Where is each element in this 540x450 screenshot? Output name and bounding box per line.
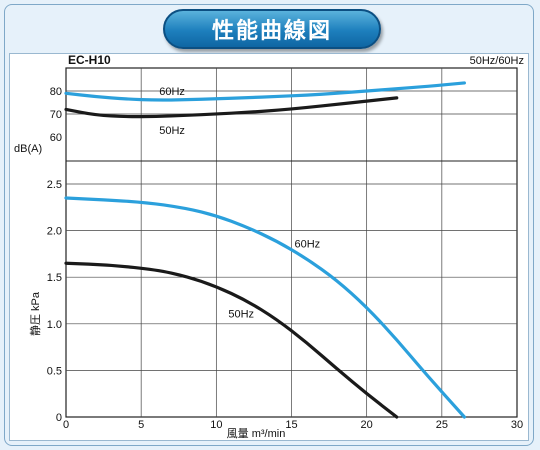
series-layer: 60Hz 50Hz 60Hz 50Hz [64,81,466,419]
label-layer: EC-H10 50Hz/60Hz dB(A) 静圧 kPa 風量 m³/min [14,54,524,440]
pressure-tick-label: 1.0 [47,319,62,331]
x-tick-label: 30 [511,419,523,431]
x-tick-label: 20 [361,419,373,431]
grid-layer: 0 5 10 15 20 25 30 0 0.5 1.0 1.5 2.0 2.5 60 70 80 [47,67,523,431]
noise-series-50hz [64,96,399,119]
x-tick-label: 10 [210,419,222,431]
noise-label-60hz: 60Hz [159,86,185,98]
pressure-tick-label: 2.5 [47,179,62,191]
x-axis-label: 風量 m³/min [227,427,286,440]
noise-axis-label: dB(A) [14,143,42,155]
noise-tick-label: 70 [50,109,62,121]
pressure-tick-label: 0.5 [47,365,62,377]
noise-tick-label: 80 [50,86,62,98]
noise-label-50hz: 50Hz [159,125,185,137]
pressure-series-50hz [64,261,399,419]
x-tick-label: 15 [285,419,297,431]
model-label: EC-H10 [68,54,111,67]
x-tick-label: 25 [436,419,448,431]
x-tick-label: 5 [138,419,144,431]
pressure-series-60hz [64,196,466,419]
pressure-tick-label: 0 [56,412,62,424]
pressure-tick-label: 2.0 [47,226,62,238]
pressure-axis-label: 静圧 kPa [28,291,42,336]
performance-chart: 0 5 10 15 20 25 30 0 0.5 1.0 1.5 2.0 2.5 60 70 80 60Hz 5… [14,54,524,440]
chart-title: 性能曲線図 [163,9,381,49]
noise-series-60hz [64,81,466,102]
pressure-label-50hz: 50Hz [228,308,254,320]
x-tick-label: 0 [63,419,69,431]
pressure-tick-label: 1.5 [47,272,62,284]
chart-panel: 0 5 10 15 20 25 30 0 0.5 1.0 1.5 2.0 2.5 60 70 80 60Hz 5… [9,53,529,441]
noise-tick-label: 60 [50,132,62,144]
frequency-note: 50Hz/60Hz [470,55,524,67]
pressure-label-60hz: 60Hz [295,238,321,250]
